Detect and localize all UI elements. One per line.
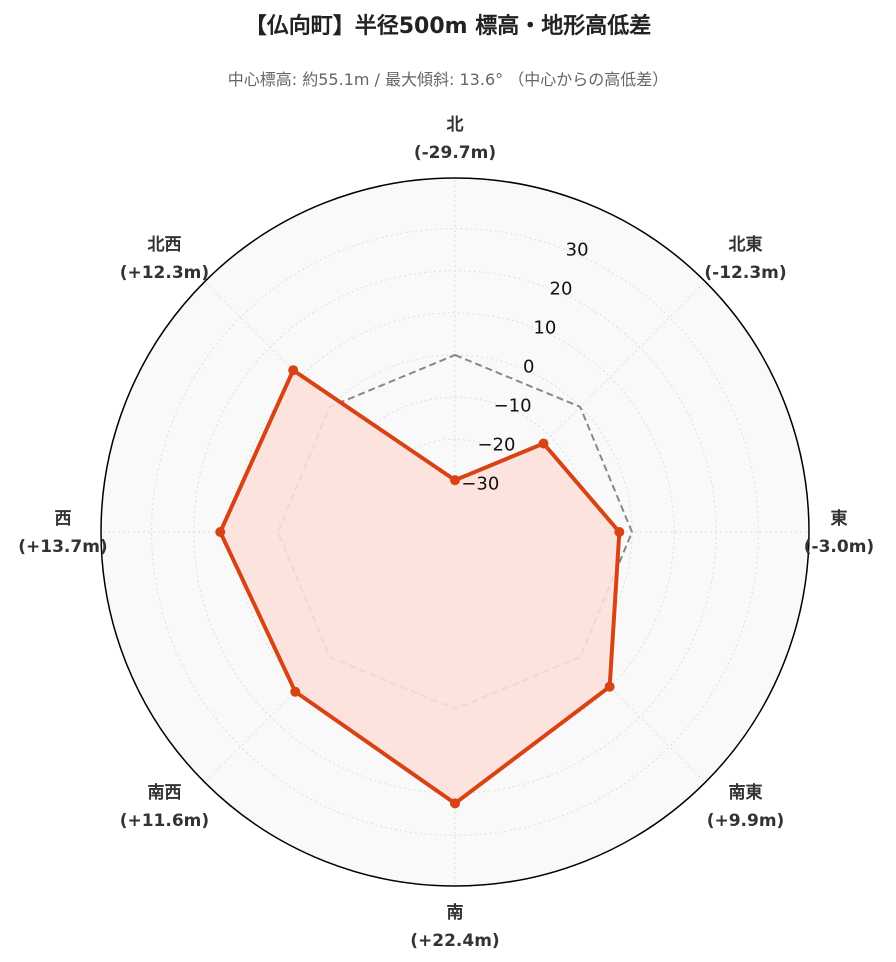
data-point bbox=[290, 686, 301, 697]
direction-value-label: (+9.9m) bbox=[707, 811, 785, 831]
direction-value-label: (+12.3m) bbox=[120, 263, 209, 283]
plot-boundary bbox=[100, 177, 810, 887]
direction-name-label: 北東 bbox=[729, 234, 763, 255]
direction-name-label: 北 bbox=[447, 115, 464, 135]
direction-value-label: (+13.7m) bbox=[18, 537, 107, 557]
direction-name-label: 東 bbox=[831, 508, 848, 529]
data-point bbox=[215, 527, 226, 537]
plot-area: −30 −20 −10 0 10 20 30 北 (-29.7m) 北東 (-12.3m) 東 (-3.… bbox=[18, 115, 874, 951]
direction-value-label: (-3.0m) bbox=[804, 537, 874, 557]
radial-tick-label: 10 bbox=[533, 318, 556, 339]
direction-name-label: 北西 bbox=[147, 235, 181, 255]
direction-name-label: 南東 bbox=[729, 782, 763, 803]
radial-tick-label: 0 bbox=[523, 356, 534, 377]
direction-value-label: (+11.6m) bbox=[120, 811, 209, 831]
chart-subtitle: 中心標高: 約55.1m / 最大傾斜: 13.6° （中心からの高低差） bbox=[227, 70, 669, 89]
radial-tick-label: −20 bbox=[477, 434, 515, 455]
grid-circle bbox=[235, 312, 675, 752]
data-point bbox=[614, 527, 625, 537]
radial-tick-label: −10 bbox=[494, 395, 532, 416]
data-point bbox=[450, 798, 460, 809]
direction-value-label: (-29.7m) bbox=[414, 143, 496, 163]
data-point bbox=[604, 681, 615, 692]
radial-tick-label: −30 bbox=[461, 473, 499, 494]
chart-title: 【仏向町】半径500m 標高・地形高低差 bbox=[244, 14, 652, 39]
direction-name-label: 西 bbox=[55, 509, 72, 529]
radial-tick-label: 20 bbox=[550, 279, 573, 300]
grid-circle bbox=[151, 228, 759, 836]
data-point bbox=[450, 475, 460, 486]
direction-value-label: (-12.3m) bbox=[704, 263, 786, 283]
radial-tick-label: 30 bbox=[566, 240, 589, 261]
data-point bbox=[288, 365, 299, 376]
data-area bbox=[220, 370, 620, 804]
data-point bbox=[538, 438, 549, 449]
direction-value-label: (+22.4m) bbox=[410, 931, 499, 951]
direction-name-label: 南 bbox=[447, 902, 464, 923]
direction-name-label: 南西 bbox=[147, 782, 181, 803]
